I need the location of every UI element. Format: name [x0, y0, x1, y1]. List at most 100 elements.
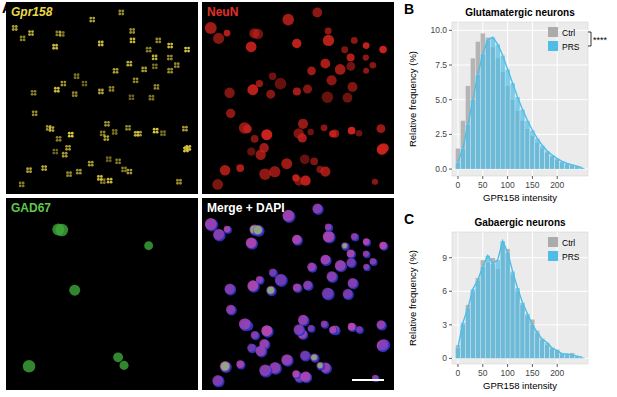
signal-dot — [187, 50, 190, 53]
nucleus — [259, 168, 271, 180]
histogram-bar — [470, 58, 475, 169]
dapi-nucleus — [327, 272, 338, 283]
nucleus — [347, 53, 355, 61]
merge-cell — [259, 364, 271, 376]
dapi-nucleus — [363, 251, 370, 258]
signal-dot — [55, 44, 58, 47]
signal-dot — [121, 166, 124, 169]
signal-dot — [182, 126, 185, 129]
signal-dot — [66, 171, 69, 174]
tick-mark — [449, 324, 452, 325]
merge-cell — [300, 372, 310, 382]
signal-dot — [98, 44, 101, 47]
signal-dot — [15, 25, 18, 28]
signal-dot — [115, 158, 118, 161]
tick-mark — [532, 364, 533, 367]
signal-dot — [167, 68, 170, 71]
signal-dot — [129, 28, 132, 31]
significance-label: **** — [593, 35, 608, 45]
signal-dot — [57, 90, 60, 93]
histogram-bar — [490, 263, 495, 358]
signal-dot — [118, 13, 121, 16]
histogram-bar — [480, 267, 485, 359]
merge-cell — [346, 258, 355, 267]
nucleus — [266, 90, 275, 99]
image-background — [202, 2, 394, 194]
signal-dot — [157, 87, 160, 90]
signal-dot — [132, 94, 135, 97]
density-line — [458, 241, 582, 357]
signal-dot — [54, 90, 57, 93]
signal-dot — [106, 138, 109, 141]
image-panel: Gpr158 — [6, 2, 198, 194]
signal-dot — [92, 17, 95, 20]
tick-label: 50 — [478, 368, 488, 378]
histogram-bar — [465, 308, 470, 358]
legend-swatch — [548, 237, 558, 247]
signal-dot — [79, 172, 82, 175]
signal-dot — [110, 181, 113, 184]
signal-dot — [101, 89, 104, 92]
signal-dot — [112, 86, 115, 89]
series — [455, 241, 584, 358]
signal-dot — [124, 169, 127, 172]
nucleus — [325, 28, 332, 35]
nucleus — [247, 147, 255, 155]
signal-dot — [155, 55, 158, 58]
signal-dot — [101, 92, 104, 95]
signal-dot — [35, 110, 38, 113]
signal-dot — [60, 84, 63, 87]
signal-dot — [20, 35, 23, 38]
signal-dot — [56, 139, 59, 142]
signal-dot — [170, 71, 173, 74]
dapi-nucleus — [248, 344, 257, 353]
signal-dot — [153, 128, 156, 131]
signal-dot — [65, 155, 68, 158]
signal-dot — [29, 167, 32, 170]
merge-cell — [363, 264, 369, 270]
nucleus — [246, 41, 257, 52]
signal-dot — [52, 152, 55, 155]
merge-cell — [307, 263, 316, 272]
nucleus — [310, 157, 318, 165]
signal-dot — [31, 90, 34, 93]
merge-cell — [377, 320, 386, 329]
tick-mark — [449, 30, 452, 31]
image-label: Merge + DAPI — [207, 201, 285, 215]
signal-dot — [52, 129, 55, 132]
density-line — [458, 37, 582, 167]
signal-dot — [68, 145, 71, 148]
tick-mark — [482, 176, 483, 179]
nucleus — [335, 64, 346, 75]
signal-dot — [167, 43, 170, 46]
dapi-nucleus — [226, 305, 236, 315]
signal-dot — [170, 46, 173, 49]
signal-dot — [19, 182, 22, 185]
signal-dot — [121, 10, 124, 13]
signal-dot — [156, 128, 159, 131]
signal-dot — [115, 132, 118, 135]
signal-dot — [170, 55, 173, 58]
merge-cell — [226, 305, 235, 314]
merge-cell — [327, 271, 337, 281]
dapi-nucleus — [308, 325, 316, 333]
dapi-nucleus — [282, 355, 294, 367]
dapi-nucleus — [321, 255, 332, 266]
tick-label: 0 — [442, 353, 447, 363]
histogram-bar — [555, 159, 560, 169]
dapi-nucleus — [237, 361, 246, 370]
merge-cell — [323, 231, 334, 242]
dapi-nucleus — [313, 204, 324, 215]
histogram-bar — [455, 162, 460, 169]
histogram-bar — [475, 41, 480, 169]
nucleus — [322, 92, 333, 103]
histogram-bar — [540, 145, 545, 169]
tick-mark — [449, 358, 452, 359]
nucleus — [239, 122, 251, 134]
signal-dot — [113, 71, 116, 74]
signal-dot — [106, 156, 109, 159]
merge-cell — [363, 250, 369, 256]
histogram-bar — [515, 97, 520, 169]
gad-cell — [119, 361, 128, 370]
nucleus — [275, 78, 287, 90]
